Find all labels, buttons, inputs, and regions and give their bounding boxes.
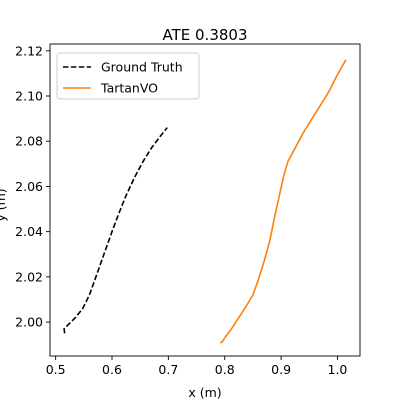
- y-tick-label: 2.02: [15, 269, 43, 284]
- chart-title: ATE 0.3803: [163, 26, 248, 44]
- x-axis-title: x (m): [188, 385, 221, 400]
- x-tick-label: 1.0: [328, 362, 348, 377]
- plot-area: 0.5 0.6 0.7 0.8 0.9 1.0 2.00 2.02 2.04 2.06 2.08 2.…: [15, 43, 361, 377]
- legend-label-ground-truth: Ground Truth: [101, 60, 183, 75]
- x-tick-label: 0.8: [215, 362, 235, 377]
- series-line-tartanvo: [220, 59, 347, 344]
- y-tick-label: 2.06: [15, 179, 43, 194]
- legend-box: [56, 52, 200, 100]
- y-tick-label: 2.00: [15, 315, 43, 330]
- y-tick-label: 2.10: [15, 89, 43, 104]
- series-line-ground-truth: [63, 127, 168, 334]
- y-axis-title: y (m): [0, 188, 8, 221]
- y-tick-label: 2.08: [15, 134, 43, 149]
- x-tick-label: 0.7: [158, 362, 178, 377]
- axes-frame: [49, 43, 361, 357]
- x-tick-label: 0.5: [46, 362, 66, 377]
- y-tick-label: 2.12: [15, 43, 43, 58]
- x-tick-label: 0.9: [271, 362, 291, 377]
- legend-label-tartanvo: TartanVO: [100, 81, 158, 96]
- x-tick-label: 0.6: [102, 362, 122, 377]
- y-tick-label: 2.04: [15, 224, 43, 239]
